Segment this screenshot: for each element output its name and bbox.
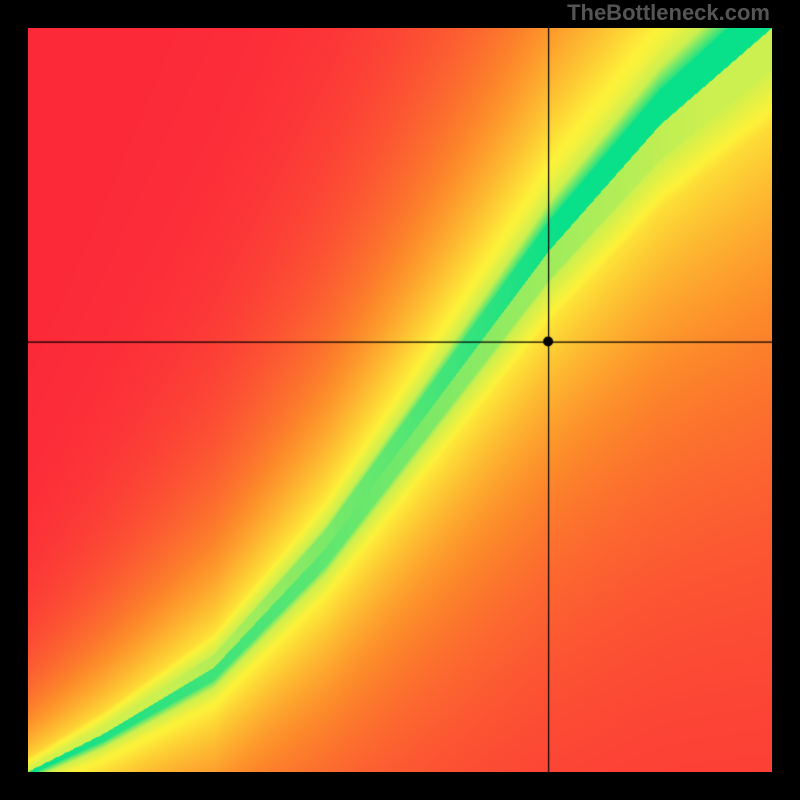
watermark-text: TheBottleneck.com: [567, 0, 770, 26]
chart-container: TheBottleneck.com: [0, 0, 800, 800]
bottleneck-heatmap: [28, 28, 772, 772]
